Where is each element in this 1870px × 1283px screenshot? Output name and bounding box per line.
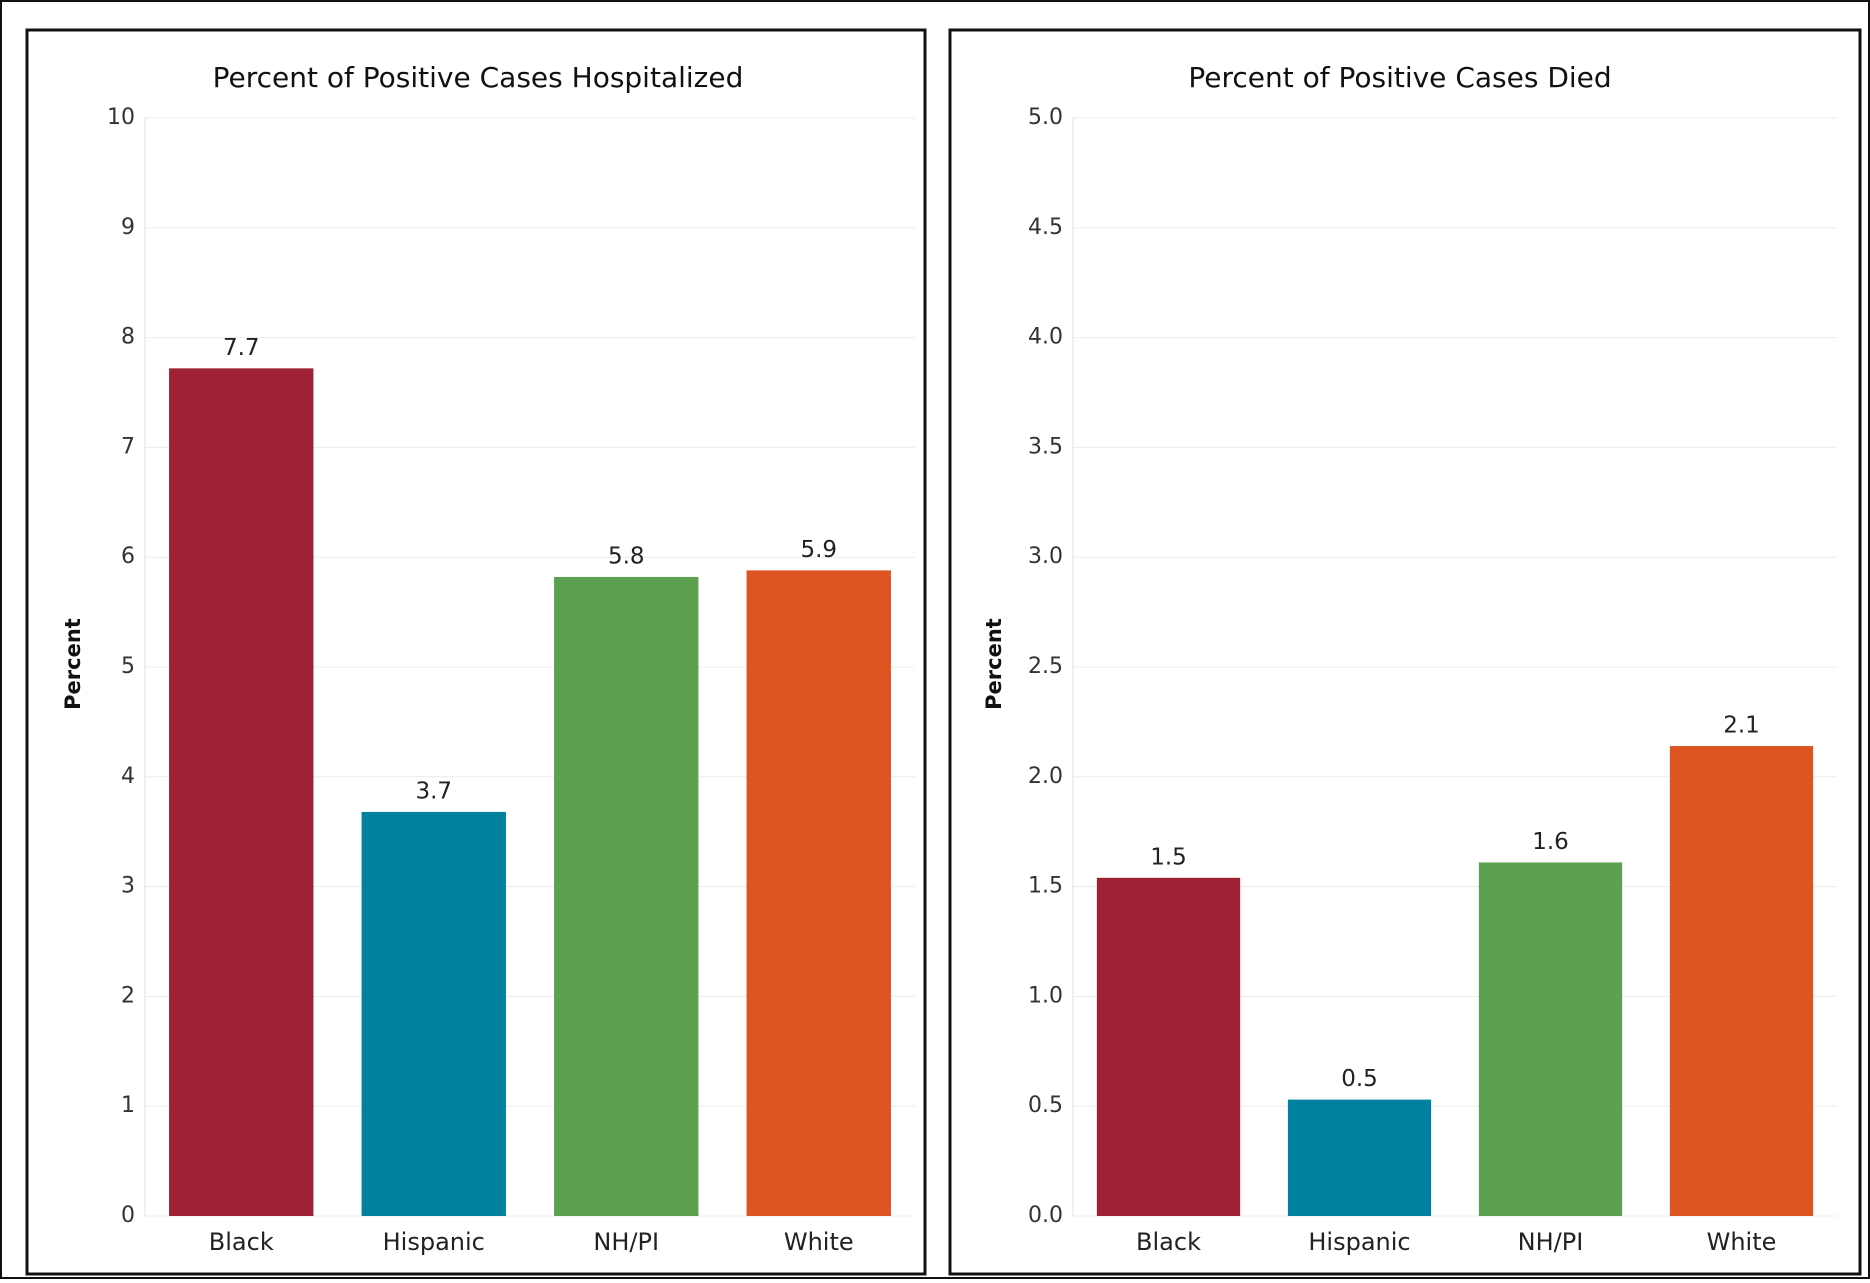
data-label: 0.5 — [1341, 1066, 1378, 1092]
y-tick-label: 0 — [121, 1203, 135, 1228]
data-label: 3.7 — [415, 778, 452, 804]
data-label: 1.6 — [1532, 829, 1569, 855]
y-tick-label: 4 — [121, 764, 135, 789]
x-tick-label: NH/PI — [593, 1228, 659, 1256]
y-axis-label: Percent — [982, 618, 1006, 710]
y-tick-label: 10 — [107, 105, 135, 130]
chart-title: Percent of Positive Cases Hospitalized — [213, 61, 744, 94]
y-tick-label: 2.5 — [1028, 654, 1063, 679]
x-tick-label: Hispanic — [383, 1228, 485, 1256]
y-tick-label: 8 — [121, 325, 135, 350]
data-label: 5.8 — [608, 543, 645, 569]
y-tick-label: 5.0 — [1028, 105, 1063, 130]
data-label: 5.9 — [800, 537, 837, 563]
bar — [1669, 746, 1814, 1216]
bar — [1096, 877, 1241, 1216]
y-tick-label: 4.0 — [1028, 325, 1063, 350]
bar — [746, 570, 891, 1216]
bar — [1478, 862, 1623, 1216]
chart-title: Percent of Positive Cases Died — [1188, 61, 1611, 94]
x-tick-label: Black — [1136, 1228, 1201, 1256]
y-tick-label: 3.5 — [1028, 434, 1063, 459]
data-label: 2.1 — [1723, 713, 1760, 739]
y-tick-label: 7 — [121, 434, 135, 459]
y-tick-label: 3.0 — [1028, 544, 1063, 569]
y-tick-label: 9 — [121, 215, 135, 240]
x-tick-label: Black — [209, 1228, 274, 1256]
y-tick-label: 0.5 — [1028, 1093, 1063, 1118]
data-label: 1.5 — [1150, 844, 1187, 870]
y-tick-label: 1.0 — [1028, 983, 1063, 1008]
y-tick-label: 2 — [121, 983, 135, 1008]
y-tick-label: 1 — [121, 1093, 135, 1118]
bar — [169, 368, 314, 1216]
y-tick-label: 1.5 — [1028, 874, 1063, 899]
y-tick-label: 0.0 — [1028, 1203, 1063, 1228]
bar — [554, 576, 699, 1216]
panel-frame — [25, 28, 927, 1276]
y-tick-label: 2.0 — [1028, 764, 1063, 789]
y-tick-label: 6 — [121, 544, 135, 569]
y-tick-label: 5 — [121, 654, 135, 679]
x-tick-label: White — [784, 1228, 854, 1256]
panel-frame — [948, 28, 1862, 1276]
x-tick-label: Hispanic — [1308, 1228, 1410, 1256]
y-tick-label: 4.5 — [1028, 215, 1063, 240]
x-tick-label: NH/PI — [1518, 1228, 1584, 1256]
y-tick-label: 3 — [121, 874, 135, 899]
x-tick-label: White — [1707, 1228, 1777, 1256]
data-label: 7.7 — [223, 335, 260, 361]
y-axis-label: Percent — [61, 618, 85, 710]
bar — [361, 811, 506, 1216]
bar — [1287, 1099, 1432, 1216]
